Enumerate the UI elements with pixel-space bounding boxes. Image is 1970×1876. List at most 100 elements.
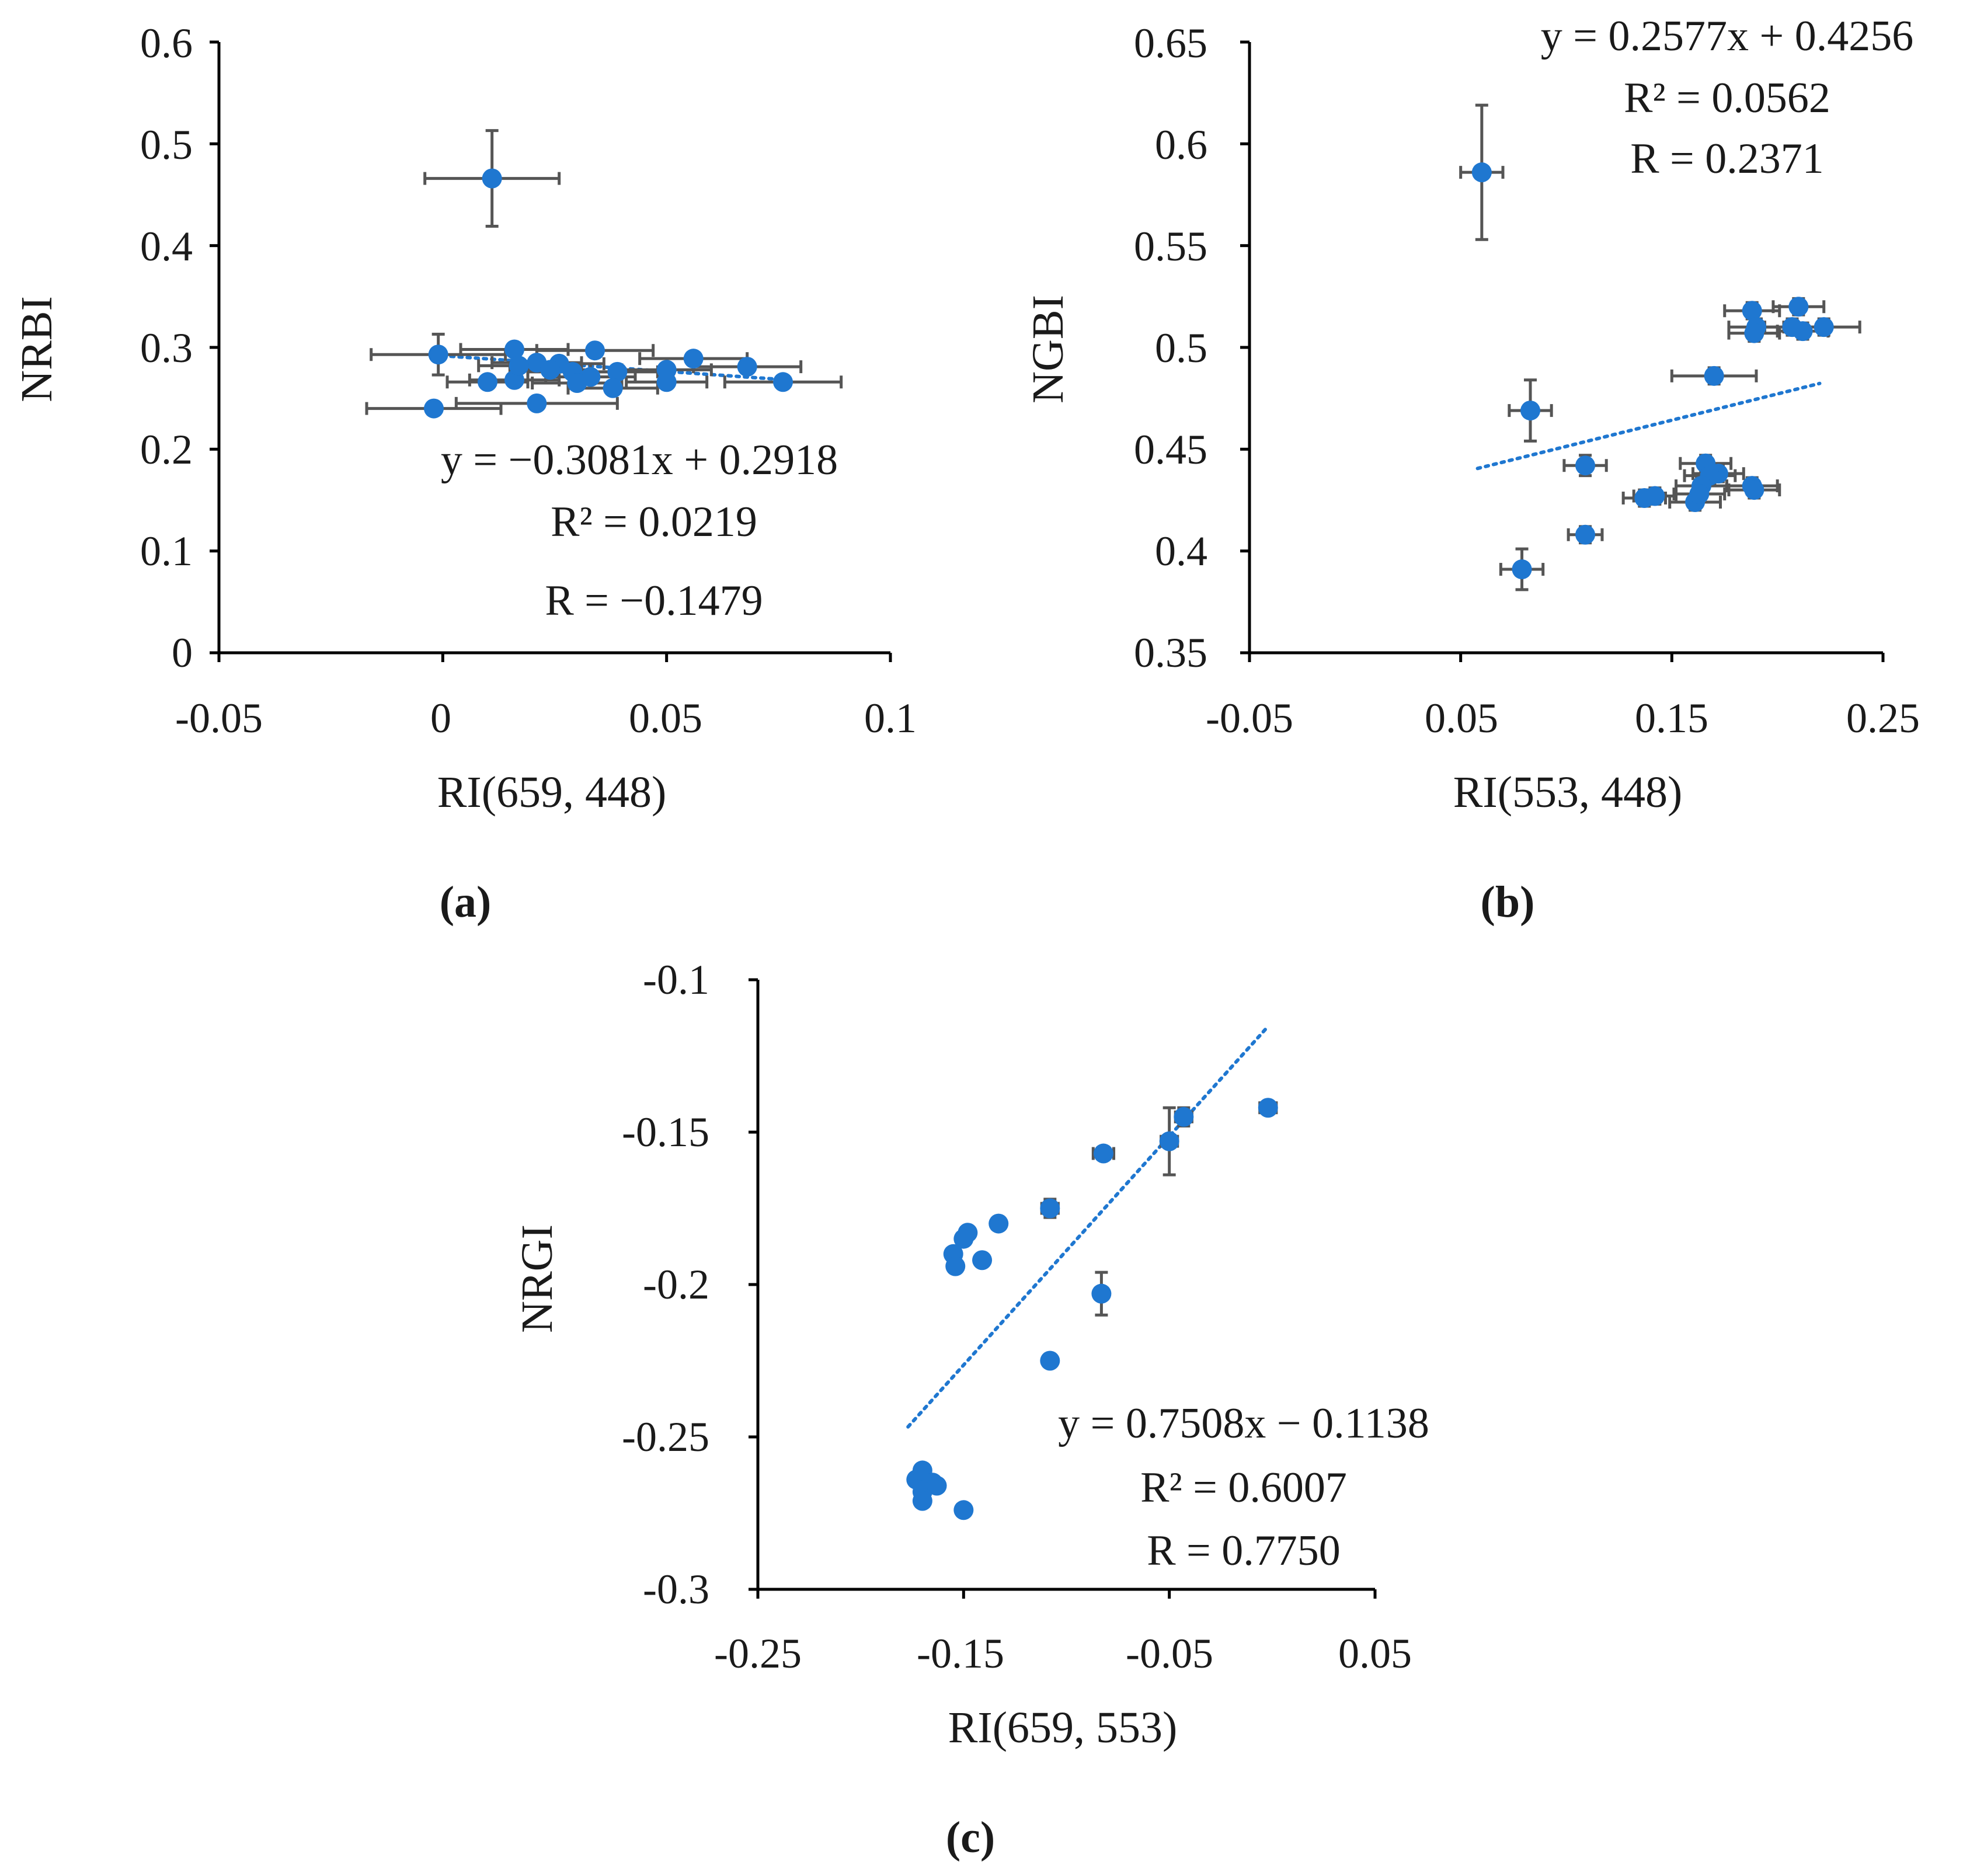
y-tick-label: 0	[172, 629, 193, 676]
y-tick-label: -0.2	[643, 1261, 709, 1308]
r-value-label: R = 0.2371	[1630, 135, 1824, 183]
data-point	[1520, 401, 1541, 421]
data-point	[1174, 1106, 1194, 1127]
regression-equation: y = −0.3081x + 0.2918 R² = 0.0219 R = −0…	[441, 436, 838, 625]
data-point	[1093, 1143, 1113, 1164]
y-tick-label: 0.35	[1134, 629, 1207, 676]
x-axis-label: RI(659, 448)	[437, 768, 667, 817]
regression-equation: y = 0.2577x + 0.4256 R² = 0.0562 R = 0.2…	[1541, 12, 1913, 183]
chart-c: -0.3 -0.25 -0.2 -0.15 -0.1 -0.25 -0.15 -…	[513, 956, 1429, 1862]
x-tick-label: 0.05	[1338, 1630, 1412, 1677]
data-point	[428, 344, 448, 365]
data-point	[1159, 1131, 1179, 1151]
equation-line: y = 0.2577x + 0.4256	[1541, 12, 1913, 60]
data-point	[1689, 484, 1710, 504]
r-value-label: R = −0.1479	[545, 577, 763, 625]
x-tick-label: 0	[430, 695, 451, 742]
x-tick-label: 0.15	[1635, 695, 1708, 742]
y-tick-label: 0.65	[1134, 20, 1207, 67]
y-axis-label: NGBI	[1024, 295, 1073, 403]
chart-a: 0 0.1 0.2 0.3 0.4 0.5 0.6 -0.05 0 0.05 0…	[12, 20, 917, 927]
data-point	[773, 372, 793, 392]
x-tick-label: -0.25	[714, 1630, 802, 1677]
data-point	[509, 356, 529, 376]
x-tick-label: 0.05	[1425, 695, 1498, 742]
r-squared-label: R² = 0.6007	[1140, 1464, 1347, 1512]
data-point	[1512, 559, 1532, 580]
y-tick-label: 0.6	[1155, 121, 1207, 168]
data-point	[1040, 1198, 1060, 1219]
data-point	[504, 339, 524, 360]
data-point	[953, 1500, 974, 1520]
y-tick-label: 0.1	[140, 528, 193, 575]
y-tick-label: 0.3	[140, 325, 193, 371]
data-point	[1575, 455, 1596, 476]
data-point	[1471, 162, 1492, 183]
y-tick-labels: 0.35 0.4 0.45 0.5 0.55 0.6 0.65	[1134, 20, 1207, 676]
data-point	[1788, 297, 1809, 317]
data-point	[1258, 1098, 1278, 1118]
x-tick-label: 0.1	[864, 695, 917, 742]
data-point	[1793, 321, 1813, 342]
y-tick-label: 0.6	[140, 20, 193, 67]
y-tick-label: 0.4	[140, 223, 193, 270]
y-tick-label: -0.15	[622, 1109, 709, 1155]
y-tick-label: 0.2	[140, 426, 193, 473]
r-squared-label: R² = 0.0562	[1624, 74, 1830, 122]
x-tick-label: -0.05	[1206, 695, 1293, 742]
panel-label-c: (c)	[946, 1813, 995, 1862]
y-tick-label: 0.4	[1155, 528, 1207, 575]
trendline	[906, 1024, 1270, 1429]
data-point	[656, 372, 677, 392]
data-point	[1704, 366, 1724, 386]
x-axis-label: RI(553, 448)	[1453, 768, 1683, 817]
x-tick-labels: -0.05 0 0.05 0.1	[175, 695, 917, 742]
data-point	[1742, 301, 1762, 321]
y-tick-label: -0.25	[622, 1414, 709, 1460]
data-point	[540, 360, 561, 380]
data-point	[945, 1256, 966, 1276]
data-point	[912, 1491, 932, 1511]
error-bar	[1499, 547, 1545, 591]
data-point	[1040, 1351, 1060, 1371]
x-axis-label: RI(659, 553)	[948, 1703, 1178, 1752]
data-point	[989, 1213, 1009, 1234]
chart-b: 0.35 0.4 0.45 0.5 0.55 0.6 0.65 -0.05 0.…	[1024, 12, 1920, 927]
y-tick-label: 0.55	[1134, 223, 1207, 270]
y-tick-labels: 0 0.1 0.2 0.3 0.4 0.5 0.6	[140, 20, 193, 676]
y-tick-label: -0.1	[643, 956, 709, 1003]
y-tick-label: 0.5	[1155, 325, 1207, 371]
data-point	[478, 372, 497, 392]
r-value-label: R = 0.7750	[1147, 1527, 1341, 1575]
y-tick-label: 0.45	[1134, 426, 1207, 473]
panel-label-b: (b)	[1481, 878, 1535, 927]
data-point	[953, 1228, 974, 1249]
panel-label-a: (a)	[440, 878, 492, 927]
data-point	[737, 357, 757, 377]
data-point	[603, 378, 623, 398]
data-point	[1645, 486, 1665, 506]
x-tick-labels: -0.05 0.05 0.15 0.25	[1206, 695, 1920, 742]
x-tick-label: 0.25	[1846, 695, 1920, 742]
y-axis-label: NRBI	[12, 296, 61, 402]
data-point	[1744, 480, 1764, 500]
data-point	[482, 168, 502, 189]
equation-line: y = −0.3081x + 0.2918	[441, 436, 838, 484]
y-tick-label: -0.3	[643, 1566, 709, 1613]
regression-equation: y = 0.7508x − 0.1138 R² = 0.6007 R = 0.7…	[1058, 1400, 1429, 1575]
data-point	[1091, 1283, 1112, 1304]
data-point	[1575, 524, 1596, 545]
equation-line: y = 0.7508x − 0.1138	[1058, 1400, 1429, 1447]
data-point	[1744, 323, 1764, 343]
data-point	[607, 361, 628, 382]
y-tick-label: 0.5	[140, 121, 193, 168]
x-tick-label: 0.05	[629, 695, 702, 742]
data-point	[927, 1475, 947, 1496]
data-point	[527, 393, 547, 413]
data-point	[1814, 317, 1834, 337]
data-point	[972, 1250, 993, 1271]
data-point	[585, 340, 605, 361]
data-point	[567, 373, 587, 394]
x-tick-label: -0.05	[175, 695, 263, 742]
